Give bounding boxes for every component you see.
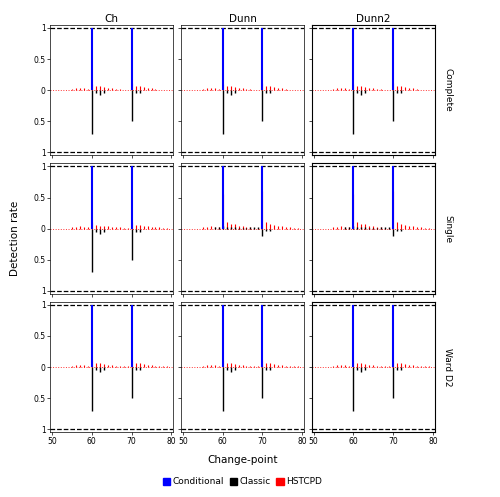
Y-axis label: Complete: Complete bbox=[444, 68, 452, 112]
Title: Dunn: Dunn bbox=[228, 14, 256, 24]
Legend: Conditional, Classic, HSTCPD: Conditional, Classic, HSTCPD bbox=[160, 474, 326, 490]
Title: Dunn2: Dunn2 bbox=[356, 14, 390, 24]
Y-axis label: Ward D2: Ward D2 bbox=[444, 348, 452, 386]
Text: Change-point: Change-point bbox=[208, 455, 278, 465]
Title: Ch: Ch bbox=[104, 14, 118, 24]
Y-axis label: Single: Single bbox=[444, 215, 452, 243]
Text: Detection rate: Detection rate bbox=[10, 201, 20, 276]
